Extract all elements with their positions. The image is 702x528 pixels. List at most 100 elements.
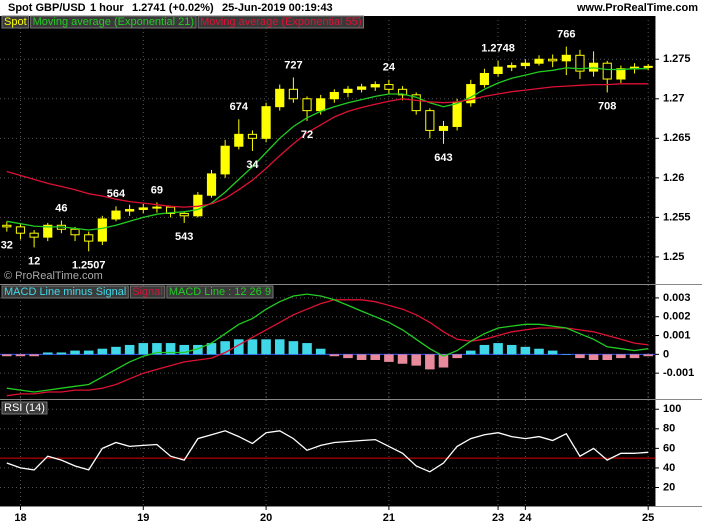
histogram-bar: [616, 354, 626, 359]
histogram-bar: [15, 354, 26, 357]
histogram-bar: [247, 339, 258, 355]
series-line: [6, 430, 649, 473]
histogram-bar: [520, 346, 531, 355]
series-line: [6, 67, 649, 231]
y-tick-label: 1.26: [663, 172, 684, 184]
candle-body: [493, 66, 503, 74]
y-tick-label: 1.27: [663, 93, 684, 105]
legend-label: RSI (14): [4, 402, 45, 414]
annotation: 543: [175, 231, 193, 243]
legend-box: [1, 285, 129, 299]
annotation: 32: [1, 240, 13, 252]
y-tick-label: 40: [663, 462, 675, 474]
histogram-bar: [561, 354, 572, 355]
candle-body: [397, 88, 408, 96]
y-tick-label: 100: [663, 403, 681, 415]
y-tick-label: 0.003: [663, 292, 691, 304]
candle-body: [111, 210, 121, 220]
timestamp: 25-Jun-2019 00:19:43: [222, 2, 333, 14]
x-tick-label: 18: [14, 512, 26, 524]
candle-body: [343, 88, 353, 93]
legend-label: Moving average (Exponential 21): [33, 16, 194, 28]
histogram-bar: [588, 354, 599, 360]
candle-body: [561, 54, 571, 62]
legend-label: MACD Line : 12 26 9: [169, 286, 271, 298]
candle-body: [165, 206, 176, 214]
annotation: 12: [28, 255, 40, 267]
annotation: 564: [107, 188, 126, 200]
y-tick-label: 0.001: [663, 329, 691, 341]
legend-label: Signal: [132, 286, 163, 298]
candle-body: [479, 72, 490, 86]
histogram-bar: [643, 354, 653, 357]
candle-body: [466, 84, 476, 104]
histogram-bar: [302, 343, 312, 355]
y-tick-label: 20: [663, 481, 675, 493]
histogram-bar: [206, 343, 217, 355]
histogram-bar: [384, 354, 394, 362]
annotation: 24: [383, 62, 396, 74]
candle-body: [206, 173, 217, 196]
candle-body: [589, 62, 599, 72]
histogram-bar: [56, 352, 67, 355]
histogram-bar: [629, 354, 640, 359]
candle-body: [275, 88, 285, 108]
annotation: 46: [55, 202, 67, 214]
candle-body: [15, 226, 26, 234]
histogram-bar: [343, 354, 353, 359]
series-line: [6, 83, 649, 208]
candle-body: [220, 145, 230, 175]
candle-body: [548, 58, 558, 62]
website: www.ProRealTime.com: [576, 2, 698, 14]
histogram-bar: [547, 350, 558, 355]
annotation: 1.2748: [481, 43, 515, 55]
legend-label: Spot: [4, 16, 27, 28]
histogram-bar: [2, 354, 12, 357]
candle-body: [602, 62, 612, 80]
y-tick-label: 0: [663, 348, 669, 360]
candle-body: [329, 91, 339, 100]
annotation: 72: [301, 129, 313, 141]
candle-body: [438, 125, 449, 131]
annotation: 708: [598, 100, 616, 112]
candle-body: [247, 133, 258, 139]
candle-body: [507, 65, 517, 68]
series-line: [6, 293, 649, 393]
watermark: © ProRealTime.com: [4, 270, 103, 282]
histogram-bar: [466, 350, 476, 355]
histogram-bar: [152, 343, 162, 355]
histogram-bar: [42, 352, 53, 355]
histogram-bar: [411, 354, 421, 366]
y-tick-label: 80: [663, 423, 675, 435]
histogram-bar: [234, 339, 244, 355]
histogram-bar: [29, 354, 39, 357]
candle-body: [152, 206, 162, 209]
histogram-bar: [165, 343, 176, 355]
candle-body: [261, 106, 271, 139]
plot-background: [0, 16, 655, 506]
candle-body: [384, 84, 394, 90]
x-tick-label: 20: [260, 512, 272, 524]
candle-body: [84, 234, 94, 242]
instrument: Spot GBP/USD: [8, 2, 86, 14]
histogram-bar: [356, 354, 367, 360]
histogram-bar: [506, 344, 517, 355]
x-tick-label: 23: [492, 512, 504, 524]
histogram-bar: [111, 346, 121, 355]
annotation: 766: [557, 29, 575, 41]
legend-box: [1, 401, 48, 415]
y-tick-label: 1.25: [663, 251, 684, 263]
candle-body: [97, 218, 107, 242]
legend-box: [1, 15, 30, 29]
y-tick-label: 1.255: [663, 211, 691, 223]
candle-body: [520, 62, 530, 67]
x-tick-label: 25: [642, 512, 654, 524]
candle-body: [29, 232, 39, 238]
x-tick-label: 19: [137, 512, 149, 524]
candle-body: [411, 94, 421, 112]
candle-body: [179, 212, 189, 217]
candle-body: [234, 133, 244, 147]
histogram-bar: [97, 348, 108, 355]
x-tick-label: 24: [519, 512, 532, 524]
